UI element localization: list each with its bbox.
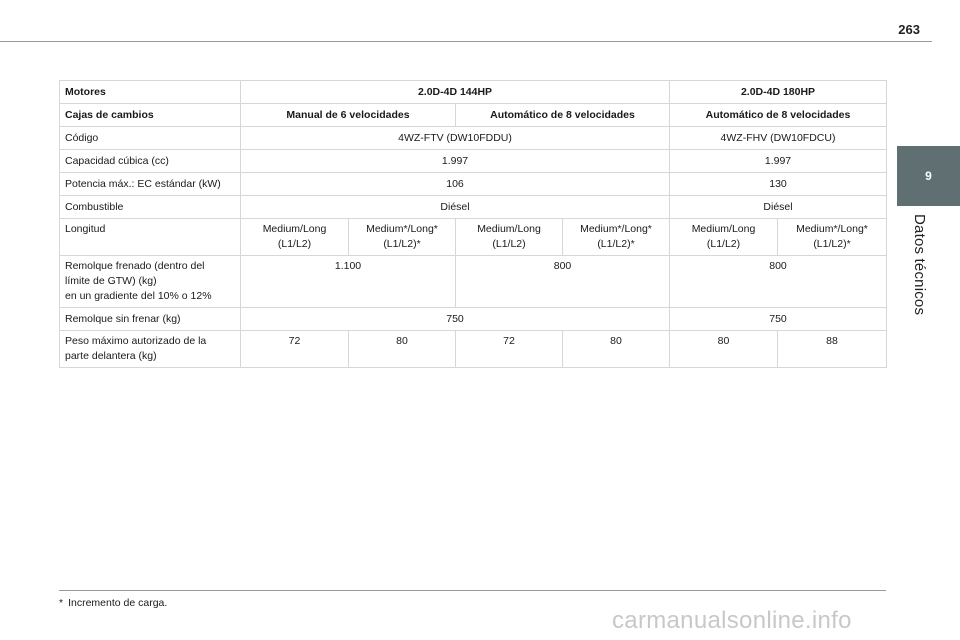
- chapter-tab: 9: [897, 146, 960, 206]
- table-cell: Medium/Long (L1/L2): [455, 218, 563, 256]
- table-row-code: Código 4WZ-FTV (DW10FDDU) 4WZ-FHV (DW10F…: [59, 126, 887, 150]
- table-cell: Medium*/Long* (L1/L2)*: [348, 218, 456, 256]
- table-cell: 800: [669, 255, 887, 308]
- table-cell: 4WZ-FTV (DW10FDDU): [240, 126, 670, 150]
- table-cell: Medium*/Long* (L1/L2)*: [777, 218, 887, 256]
- row-label: Motores: [59, 80, 241, 104]
- table-cell: 800: [455, 255, 670, 308]
- table-cell: 4WZ-FHV (DW10FDCU): [669, 126, 887, 150]
- label-line: parte delantera (kg): [65, 350, 157, 362]
- row-label: Capacidad cúbica (cc): [59, 149, 241, 173]
- label-line: límite de GTW) (kg): [65, 275, 157, 287]
- footnote: * Incremento de carga.: [59, 597, 167, 609]
- table-cell: 1.997: [669, 149, 887, 173]
- table-row-braked-trailer: Remolque frenado (dentro del límite de GT…: [59, 255, 887, 308]
- chapter-number: 9: [925, 169, 932, 183]
- engine-b-header: 2.0D-4D 180HP: [669, 80, 887, 104]
- cell-line: (L1/L2): [277, 238, 312, 250]
- chapter-title: Datos técnicos: [911, 214, 928, 316]
- watermark: carmanualsonline.info: [612, 607, 852, 634]
- cell-line: Medium*/Long*: [580, 223, 652, 235]
- row-label: Combustible: [59, 195, 241, 219]
- engine-specs-table: Motores 2.0D-4D 144HP 2.0D-4D 180HP Caja…: [59, 80, 887, 368]
- row-label: Peso máximo autorizado de la parte delant…: [59, 330, 241, 368]
- cell-line: Medium*/Long*: [366, 223, 438, 235]
- table-cell: Medium/Long (L1/L2): [240, 218, 349, 256]
- cell-line: Medium*/Long*: [796, 223, 868, 235]
- label-line: en un gradiente del 10% o 12%: [65, 290, 212, 302]
- table-cell: 80: [562, 330, 670, 368]
- table-cell: 80: [348, 330, 456, 368]
- table-row-power: Potencia máx.: EC estándar (kW) 106 130: [59, 172, 887, 196]
- cell-line: (L1/L2)*: [597, 238, 635, 250]
- cell-line: Medium/Long: [477, 223, 541, 235]
- cell-line: (L1/L2): [706, 238, 741, 250]
- engine-a-header: 2.0D-4D 144HP: [240, 80, 670, 104]
- footnote-text: Incremento de carga.: [68, 597, 168, 609]
- header-rule: [0, 41, 932, 42]
- table-row-displacement: Capacidad cúbica (cc) 1.997 1.997: [59, 149, 887, 173]
- table-row-nose-weight: Peso máximo autorizado de la parte delant…: [59, 330, 887, 368]
- row-label: Longitud: [59, 218, 241, 256]
- gearbox-a-auto: Automático de 8 velocidades: [455, 103, 670, 127]
- table-cell: 72: [455, 330, 563, 368]
- table-cell: 1.997: [240, 149, 670, 173]
- cell-line: Medium/Long: [691, 223, 756, 235]
- table-cell: 106: [240, 172, 670, 196]
- table-cell: Diésel: [240, 195, 670, 219]
- table-cell: 72: [240, 330, 349, 368]
- label-line: Peso máximo autorizado de la: [65, 335, 207, 347]
- table-row-engines: Motores 2.0D-4D 144HP 2.0D-4D 180HP: [59, 80, 887, 104]
- cell-line: (L1/L2)*: [813, 238, 851, 250]
- row-label: Remolque sin frenar (kg): [59, 307, 241, 331]
- table-row-length: Longitud Medium/Long (L1/L2) Medium*/Long…: [59, 218, 887, 256]
- row-label: Código: [59, 126, 241, 150]
- table-cell: Medium*/Long* (L1/L2)*: [562, 218, 670, 256]
- table-cell: 750: [669, 307, 887, 331]
- cell-line: Medium/Long: [262, 223, 327, 235]
- table-cell: 80: [669, 330, 778, 368]
- row-label: Potencia máx.: EC estándar (kW): [59, 172, 241, 196]
- row-label: Cajas de cambios: [59, 103, 241, 127]
- gearbox-a-manual: Manual de 6 velocidades: [240, 103, 456, 127]
- page-number: 263: [898, 22, 920, 37]
- label-line: Remolque frenado (dentro del: [65, 260, 205, 272]
- table-cell: Diésel: [669, 195, 887, 219]
- table-row-unbraked-trailer: Remolque sin frenar (kg) 750 750: [59, 307, 887, 331]
- row-label: Remolque frenado (dentro del límite de GT…: [59, 255, 241, 308]
- table-row-fuel: Combustible Diésel Diésel: [59, 195, 887, 219]
- table-cell: 88: [777, 330, 887, 368]
- table-cell: 1.100: [240, 255, 456, 308]
- gearbox-b-auto: Automático de 8 velocidades: [669, 103, 887, 127]
- footer-rule: [59, 590, 886, 591]
- footnote-mark: *: [59, 597, 64, 609]
- cell-line: (L1/L2): [492, 238, 526, 250]
- table-cell: 750: [240, 307, 670, 331]
- cell-line: (L1/L2)*: [383, 238, 421, 250]
- table-cell: 130: [669, 172, 887, 196]
- table-row-gearbox: Cajas de cambios Manual de 6 velocidades…: [59, 103, 887, 127]
- table-cell: Medium/Long (L1/L2): [669, 218, 778, 256]
